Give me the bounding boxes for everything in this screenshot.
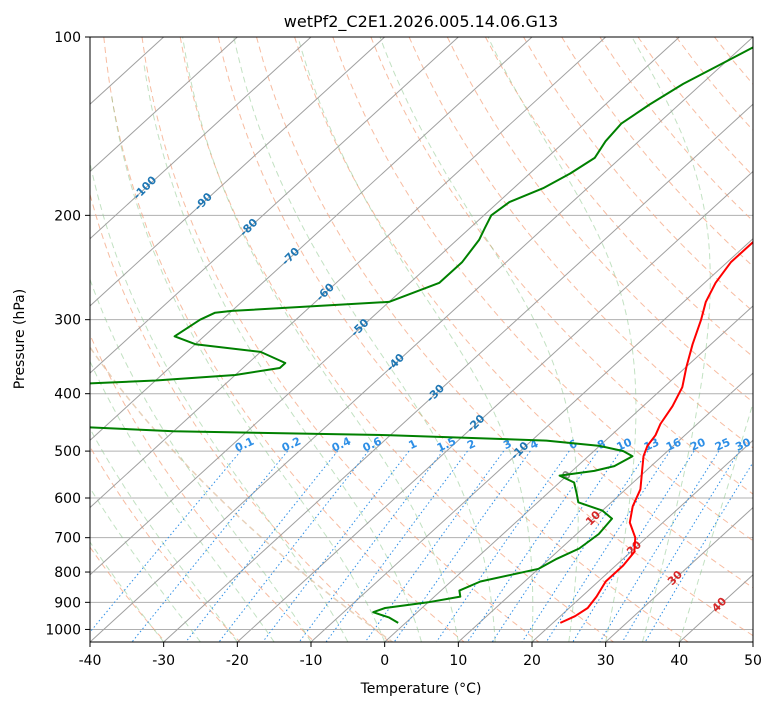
- dry-adiabat-lines: [90, 37, 753, 642]
- isotherm--110: [90, 37, 238, 173]
- reference-curve: [90, 346, 393, 642]
- y-tick-label: 100: [54, 30, 81, 46]
- mixing-ratio-line-10: [467, 450, 599, 642]
- mixing-ratio-label: 16: [664, 435, 684, 453]
- dry-adiabat-270: [90, 192, 390, 642]
- x-tick-label: 0: [380, 653, 389, 669]
- y-tick-label: 1000: [45, 622, 81, 638]
- dry-adiabat-320: [256, 37, 753, 637]
- moist-adiabat-20: [297, 37, 534, 642]
- isotherm--20: [236, 170, 753, 642]
- isotherm--60: [90, 37, 607, 509]
- y-tick-label: 600: [54, 491, 81, 507]
- x-tick-label: -10: [300, 653, 323, 669]
- moist-adiabat-25: [379, 37, 579, 642]
- y-tick-label: 700: [54, 531, 81, 547]
- x-tick-label: -30: [152, 653, 175, 669]
- mixing-ratio-line-2: [185, 450, 338, 642]
- mixing-ratio-line-15: [599, 450, 720, 642]
- axes-ticks: -40 -30 -20 -10 0 10 20 30 40 50 100 200 300 400 500 60…: [45, 30, 762, 669]
- x-tick-label: 10: [449, 653, 467, 669]
- mixing-ratio-label: 20: [688, 435, 708, 453]
- x-tick-label: 30: [597, 653, 615, 669]
- series-dewpoint: [90, 46, 753, 624]
- dry-adiabat-300: [179, 37, 614, 642]
- moist-adiabat-5: [143, 61, 422, 642]
- mixing-ratio-line-16: [621, 450, 740, 642]
- moist-adiabat-15: [233, 37, 496, 642]
- dry-adiabat-330: [294, 37, 753, 589]
- plot-frame: [89, 36, 754, 643]
- isotherm-30: [605, 506, 753, 642]
- chart-title: wetPf2_C2E1.2026.005.14.06.G13: [284, 12, 558, 32]
- x-tick-label: 20: [523, 653, 541, 669]
- dry-adiabat-360: [408, 37, 753, 449]
- y-axis-label: Pressure (hPa): [12, 289, 28, 389]
- dry-adiabat-240: [90, 546, 166, 642]
- mixing-ratio-line-11: [491, 450, 621, 642]
- mixing-ratio-line-9: [435, 450, 570, 642]
- y-tick-label: 900: [54, 595, 81, 611]
- moist-adiabat-0: [110, 94, 386, 642]
- y-tick-label: 800: [54, 565, 81, 581]
- plot-area: -100 -90-80-70-60-50-40-30-20-10010203040…: [90, 37, 753, 642]
- isotherm-lines: [90, 37, 753, 642]
- y-tick-label: 200: [54, 208, 81, 224]
- y-tick-label: 500: [54, 444, 81, 460]
- x-tick-label: -20: [226, 653, 249, 669]
- y-tick-label: 300: [54, 313, 81, 329]
- isotherm-20: [531, 439, 753, 642]
- dry-adiabat-370: [446, 37, 753, 403]
- dry-adiabat-310: [217, 37, 689, 642]
- mixing-ratio-line-8: [393, 450, 531, 642]
- mixing-ratio-label: 30: [733, 435, 753, 453]
- mixing-ratio-line-5: [298, 450, 444, 642]
- isotherm-0: [384, 305, 753, 642]
- mixing-ratio-line-0: [90, 450, 242, 633]
- moist-adiabat-10: [182, 37, 459, 642]
- series-temperature: [559, 240, 753, 624]
- moist-adiabat--10: [90, 278, 312, 642]
- x-tick-label: -40: [79, 653, 102, 669]
- isotherm--50: [90, 37, 680, 576]
- isotherm--70: [90, 37, 533, 442]
- dry-adiabat-280: [103, 37, 465, 642]
- moist-adiabat--5: [90, 160, 349, 642]
- isotherm--10: [310, 237, 753, 642]
- dry-adiabat-260: [90, 333, 316, 642]
- mixing-ratio-label: 10: [615, 435, 635, 453]
- mixing-ratio-line-17: [644, 461, 753, 642]
- isotherm-10: [457, 372, 753, 642]
- moist-adiabat-30: [487, 37, 637, 642]
- dry-adiabat-290: [141, 37, 540, 642]
- x-tick-label: 50: [744, 653, 762, 669]
- isotherm--30: [163, 103, 753, 642]
- mixing-ratio-line-1: [131, 450, 288, 642]
- mixing-ratio-label: 25: [713, 436, 732, 454]
- isotherm--100: [90, 37, 312, 240]
- isotherm--40: [90, 37, 753, 642]
- isotherm--80: [90, 37, 459, 374]
- moist-adiabat-40: [678, 401, 753, 642]
- x-tick-label: 40: [670, 653, 688, 669]
- moist-adiabat-35: [631, 37, 711, 642]
- dry-adiabat-390: [523, 37, 753, 313]
- moist-adiabat-lines: [90, 37, 753, 642]
- y-tick-label: 400: [54, 387, 81, 403]
- isotherm--90: [90, 37, 386, 307]
- mixing-ratio-lines: [90, 450, 753, 642]
- x-axis-label: Temperature (°C): [360, 681, 482, 697]
- mixing-ratio-line-12: [521, 450, 649, 642]
- dry-adiabat-350: [370, 37, 753, 495]
- mixing-ratio-line-6: [325, 450, 468, 642]
- dry-adiabat-340: [332, 37, 753, 542]
- profile-series: [90, 46, 753, 624]
- moist-adiabat--20: [90, 427, 238, 642]
- mixing-ratio-line-3: [218, 450, 369, 642]
- dry-adiabat-250: [90, 445, 241, 642]
